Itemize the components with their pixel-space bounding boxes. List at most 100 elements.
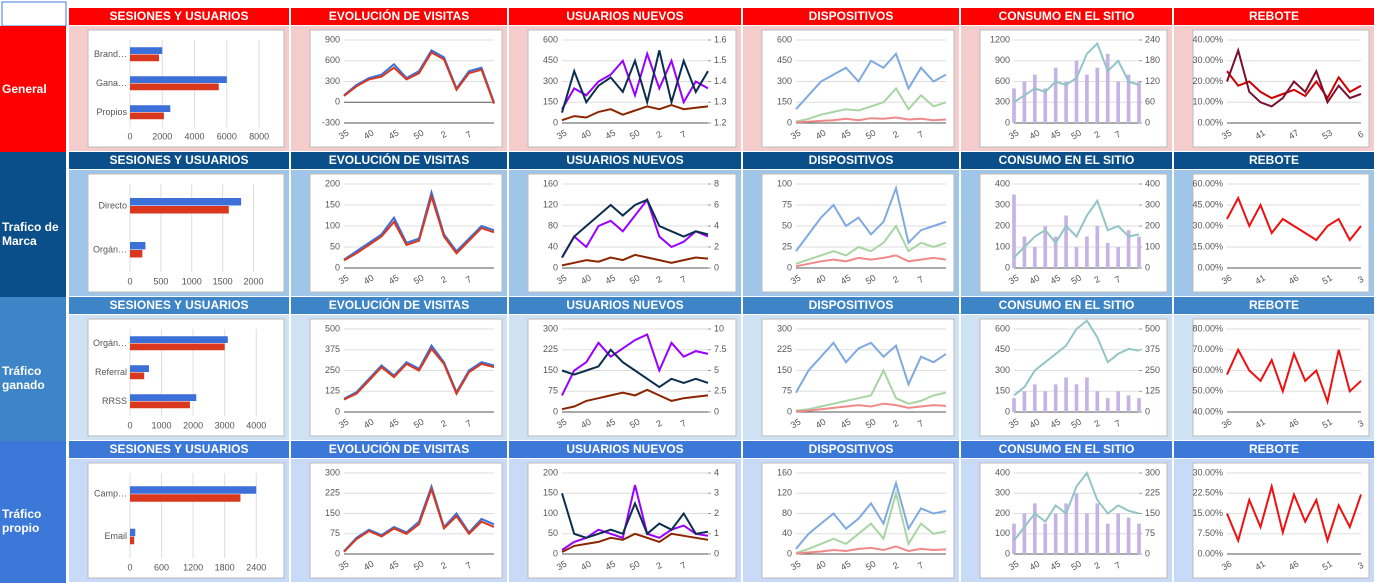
bar [1053, 236, 1058, 268]
y-tick-label: 40 [548, 241, 558, 251]
chart-title: REBOTE [1249, 298, 1299, 312]
chart-title: DISPOSITIVOS [809, 298, 894, 312]
line-series [561, 197, 709, 259]
bar [1095, 67, 1100, 123]
line-series [561, 388, 709, 411]
x-tick-label: 50 [864, 128, 878, 142]
y-tick-label: 300 [777, 323, 792, 333]
x-tick-label: 2 [891, 418, 900, 429]
bar [1074, 493, 1079, 554]
y-tick-label: 600 [995, 76, 1010, 86]
x-tick-label: 40 [579, 559, 593, 573]
chart-box [1192, 173, 1370, 293]
category-label: Referral [95, 367, 127, 377]
category-label: Email [104, 531, 127, 541]
x-tick-label: 3 [1356, 274, 1365, 285]
header-cell [69, 297, 289, 314]
bar [1126, 74, 1131, 123]
x-tick-label: 45 [1049, 559, 1063, 573]
x-tick-label: 50 [864, 417, 878, 431]
header-cell [69, 152, 289, 169]
x-tick-label: 45 [604, 559, 618, 573]
bar [130, 54, 160, 62]
x-tick-label: 0 [127, 562, 132, 572]
bar [1095, 391, 1100, 412]
x-tick-label: 41 [1253, 417, 1267, 431]
y-tick-label: 0 [1005, 406, 1010, 416]
x-tick-label: 1000 [152, 420, 172, 430]
x-tick-label: 50 [628, 417, 642, 431]
bar [130, 198, 242, 206]
line-series [795, 341, 947, 394]
x-tick-label: 7 [1113, 418, 1122, 429]
chart-title: REBOTE [1249, 9, 1299, 23]
x-tick-label: 40 [579, 273, 593, 287]
header-cell [743, 297, 959, 314]
y-tick-label: 600 [325, 55, 340, 65]
bar [1105, 398, 1110, 412]
category-label: Orgán… [93, 338, 127, 348]
y2-tick-label: 150 [1145, 508, 1160, 518]
y-tick-label: 0 [335, 97, 340, 107]
y-tick-label: 0 [1005, 117, 1010, 127]
line-series [1226, 47, 1362, 108]
y2-tick-label: 240 [1145, 34, 1160, 44]
chart-box [761, 462, 955, 579]
x-tick-label: 50 [864, 559, 878, 573]
y-tick-label: 25 [782, 241, 792, 251]
x-tick-label: 46 [1287, 417, 1301, 431]
x-tick-label: 4000 [185, 131, 205, 141]
y-tick-label: -300 [322, 117, 340, 127]
y-tick-label: 160 [777, 467, 792, 477]
bar [1012, 398, 1016, 412]
chart-title: EVOLUCIÓN DE VISITAS [329, 152, 469, 167]
x-tick-label: 7 [679, 129, 688, 140]
x-tick-label: 600 [154, 562, 169, 572]
line-series [795, 224, 947, 265]
y-tick-label: 60.00% [1192, 178, 1223, 188]
x-tick-label: 1500 [213, 276, 233, 286]
y2-tick-label: 5 [714, 365, 719, 375]
x-tick-label: 41 [1253, 128, 1267, 142]
x-tick-label: 45 [1049, 417, 1063, 431]
x-tick-label: 40 [362, 273, 376, 287]
x-tick-label: 35 [1007, 128, 1021, 142]
x-tick-label: 40 [1028, 273, 1042, 287]
y-tick-label: 40 [782, 528, 792, 538]
bar [1116, 513, 1120, 554]
x-tick-label: 36 [1220, 559, 1234, 573]
header-cell [743, 152, 959, 169]
y2-tick-label: 400 [1145, 178, 1160, 188]
x-tick-label: 40 [814, 128, 828, 142]
line-series [795, 489, 947, 554]
y-tick-label: 300 [325, 467, 340, 477]
x-tick-label: 2 [654, 418, 663, 429]
x-tick-label: 1800 [215, 562, 235, 572]
bar [130, 206, 229, 214]
y2-tick-label: 2.5 [714, 386, 727, 396]
x-tick-label: 2000 [243, 276, 263, 286]
y-tick-label: 400 [995, 467, 1010, 477]
bar [130, 250, 143, 258]
x-tick-label: 35 [555, 559, 569, 573]
category-label: Gana… [96, 78, 127, 88]
y2-tick-label: 1.6 [714, 34, 727, 44]
line-series [561, 493, 709, 539]
y-tick-label: 120 [777, 488, 792, 498]
y-tick-label: 30.00% [1192, 467, 1223, 477]
x-tick-label: 35 [789, 559, 803, 573]
x-tick-label: 2 [439, 560, 448, 571]
header-cell [509, 441, 741, 458]
line-series [1013, 470, 1140, 542]
chart-box [87, 173, 285, 293]
x-tick-label: 6 [1356, 129, 1365, 140]
x-tick-label: 40 [814, 559, 828, 573]
y-tick-label: 10.00% [1192, 97, 1223, 107]
y-tick-label: 225 [777, 344, 792, 354]
x-tick-label: 40 [362, 128, 376, 142]
header-cell [291, 297, 507, 314]
y-tick-label: 0 [1005, 262, 1010, 272]
row-label-cell [0, 297, 66, 441]
x-tick-label: 8000 [249, 131, 269, 141]
